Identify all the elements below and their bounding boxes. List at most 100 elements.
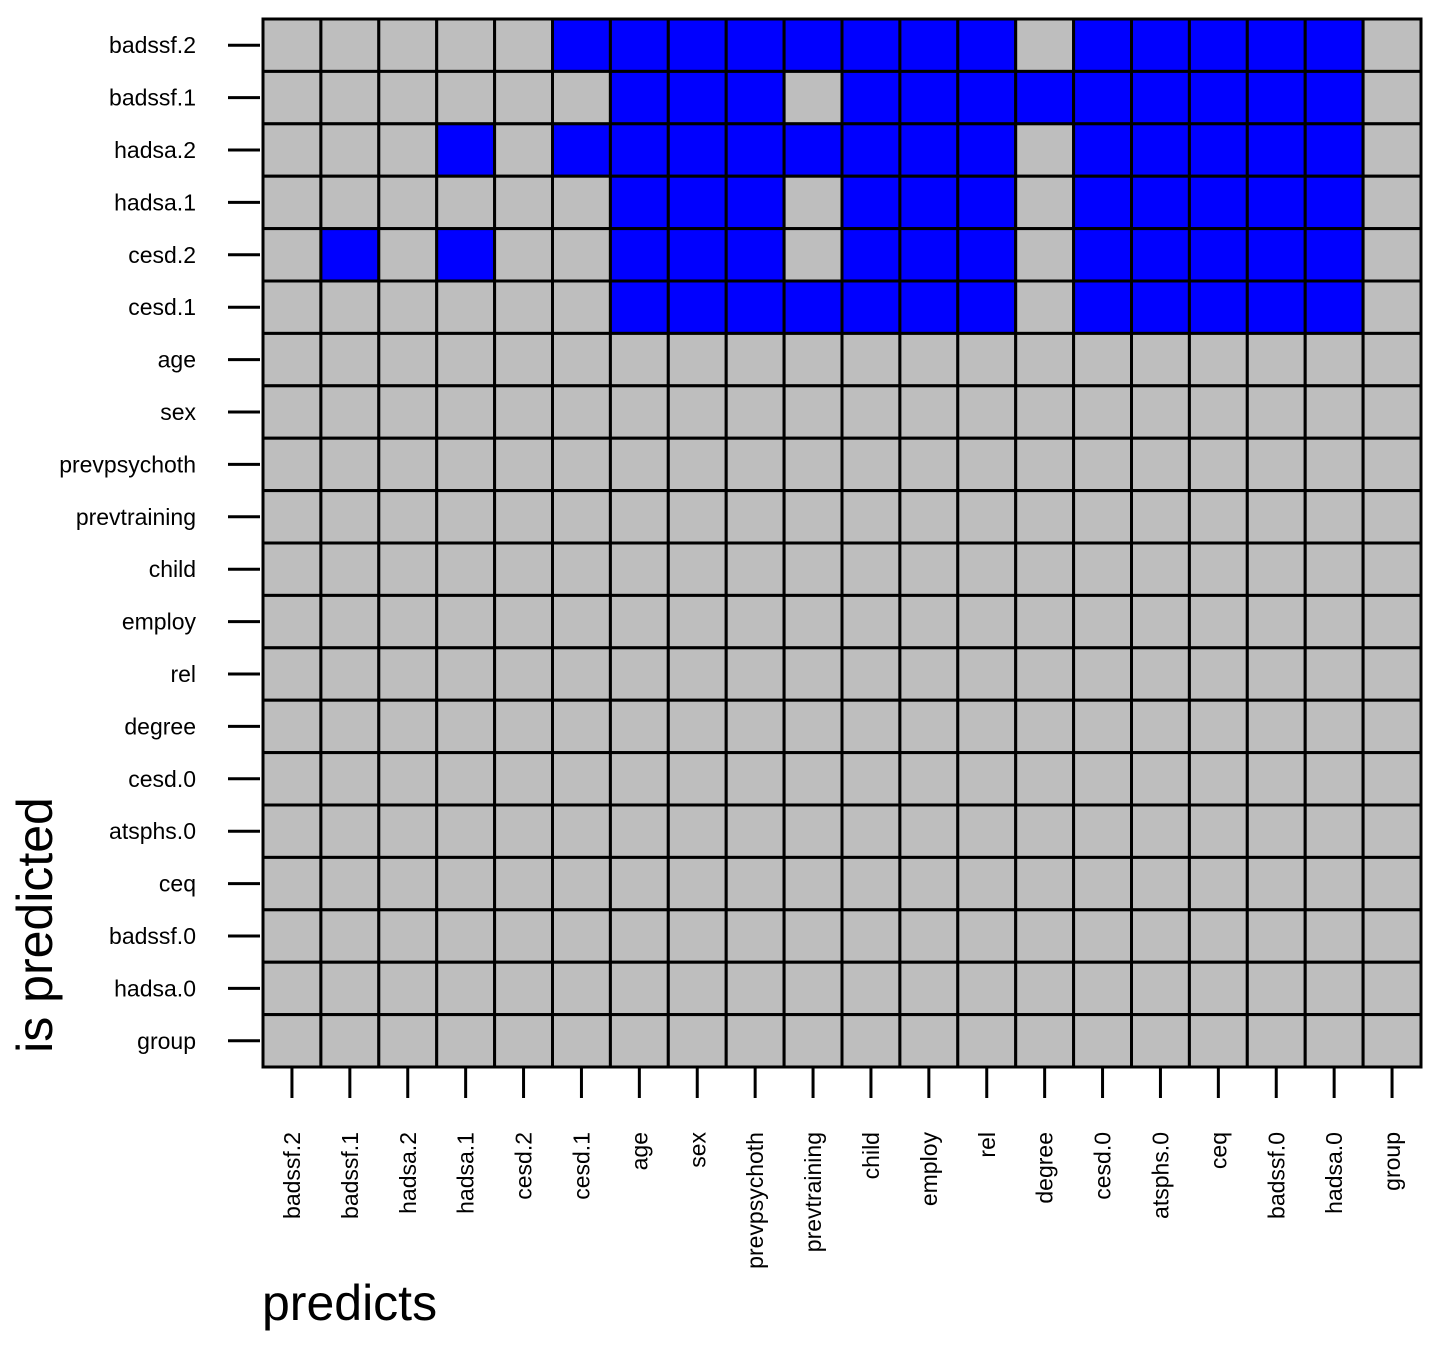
heatmap-cell-cesd.1-employ <box>898 279 960 335</box>
heatmap-cell-badssf.0-hadsa.2 <box>377 908 439 964</box>
heatmap-cell-badssf.1-cesd.0 <box>1072 69 1133 126</box>
heatmap-cell-cesd.2-badssf.1 <box>319 227 381 283</box>
heatmap-cell-badssf.2-ceq <box>1187 17 1249 73</box>
heatmap-cell-hadsa.1-badssf.2 <box>261 174 323 231</box>
heatmap-cell-badssf.1-age <box>608 69 670 126</box>
heatmap-cell-atsphs.0-age <box>608 803 670 859</box>
heatmap-cell-hadsa.2-cesd.1 <box>551 122 612 178</box>
heatmap-cell-age-group <box>1361 331 1423 388</box>
heatmap-cell-degree-ceq <box>1187 698 1249 755</box>
heatmap-cell-rel-child <box>840 646 902 702</box>
heatmap-cell-cesd.0-ceq <box>1187 751 1249 807</box>
heatmap-cell-atsphs.0-employ <box>898 803 960 859</box>
y-tick-label-prevtraining: prevtraining <box>76 504 196 530</box>
heatmap-cell-degree-cesd.2 <box>493 698 555 755</box>
heatmap-cell-sex-degree <box>1014 384 1076 440</box>
heatmap-cell-ceq-prevtraining <box>782 855 844 912</box>
heatmap-cell-prevpsychoth-cesd.0 <box>1072 436 1133 493</box>
heatmap-cell-employ-cesd.0 <box>1072 593 1133 650</box>
heatmap-cell-hadsa.1-child <box>840 174 902 231</box>
heatmap-cell-hadsa.2-prevpsychoth <box>724 122 786 178</box>
heatmap-cell-degree-prevtraining <box>782 698 844 755</box>
heatmap-cell-ceq-hadsa.0 <box>1303 855 1365 912</box>
heatmap-cell-hadsa.0-employ <box>898 960 960 1017</box>
heatmap-cell-cesd.0-atsphs.0 <box>1130 751 1191 807</box>
heatmap-cell-cesd.1-prevpsychoth <box>724 279 786 335</box>
heatmap-cell-employ-cesd.2 <box>493 593 555 650</box>
heatmap-cell-hadsa.1-cesd.0 <box>1072 174 1133 231</box>
heatmap-cell-prevpsychoth-badssf.0 <box>1245 436 1307 493</box>
heatmap-cell-employ-atsphs.0 <box>1130 593 1191 650</box>
heatmap-cell-rel-badssf.0 <box>1245 646 1307 702</box>
heatmap-cell-rel-cesd.2 <box>493 646 555 702</box>
heatmap-cell-rel-badssf.2 <box>261 646 323 702</box>
heatmap-cell-child-employ <box>898 541 960 597</box>
heatmap-cell-ceq-degree <box>1014 855 1076 912</box>
x-axis-title: predicts <box>262 1275 437 1331</box>
heatmap-cell-group-prevpsychoth <box>724 1013 786 1069</box>
heatmap-cell-badssf.2-prevtraining <box>782 17 844 73</box>
heatmap-cell-employ-group <box>1361 593 1423 650</box>
heatmap-cell-age-badssf.1 <box>319 331 381 388</box>
heatmap-cell-prevtraining-cesd.2 <box>493 489 555 545</box>
heatmap-cell-employ-badssf.2 <box>261 593 323 650</box>
heatmap-cell-badssf.1-rel <box>956 69 1018 126</box>
heatmap-cell-cesd.0-degree <box>1014 751 1076 807</box>
heatmap-cell-degree-degree <box>1014 698 1076 755</box>
heatmap-cell-badssf.0-employ <box>898 908 960 964</box>
heatmap-cell-age-hadsa.2 <box>377 331 439 388</box>
heatmap-cell-hadsa.0-child <box>840 960 902 1017</box>
heatmap-cell-degree-badssf.0 <box>1245 698 1307 755</box>
heatmap-cell-employ-badssf.1 <box>319 593 381 650</box>
heatmap-cell-atsphs.0-hadsa.2 <box>377 803 439 859</box>
heatmap-cell-cesd.2-cesd.2 <box>493 227 555 283</box>
heatmap-cell-degree-cesd.1 <box>551 698 612 755</box>
heatmap-cell-rel-badssf.1 <box>319 646 381 702</box>
heatmap-cell-employ-badssf.0 <box>1245 593 1307 650</box>
heatmap-cell-badssf.2-child <box>840 17 902 73</box>
heatmap-cell-age-badssf.0 <box>1245 331 1307 388</box>
heatmap-cell-hadsa.2-hadsa.2 <box>377 122 439 178</box>
heatmap-cell-cesd.1-degree <box>1014 279 1076 335</box>
heatmap-cell-cesd.1-rel <box>956 279 1018 335</box>
heatmap-cell-atsphs.0-prevtraining <box>782 803 844 859</box>
heatmap-cell-prevpsychoth-cesd.2 <box>493 436 555 493</box>
heatmap-cell-cesd.2-badssf.0 <box>1245 227 1307 283</box>
heatmap-cell-sex-ceq <box>1187 384 1249 440</box>
heatmap-cell-child-degree <box>1014 541 1076 597</box>
heatmap-cell-badssf.0-group <box>1361 908 1423 964</box>
heatmap-cell-badssf.1-degree <box>1014 69 1076 126</box>
heatmap-cell-prevpsychoth-atsphs.0 <box>1130 436 1191 493</box>
heatmap-cell-ceq-age <box>608 855 670 912</box>
heatmap-cell-hadsa.1-atsphs.0 <box>1130 174 1191 231</box>
heatmap-cell-rel-rel <box>956 646 1018 702</box>
heatmap-cell-badssf.2-sex <box>666 17 728 73</box>
heatmap-cell-badssf.0-hadsa.1 <box>435 908 497 964</box>
heatmap-cell-cesd.2-atsphs.0 <box>1130 227 1191 283</box>
heatmap-cell-ceq-group <box>1361 855 1423 912</box>
heatmap-cell-rel-ceq <box>1187 646 1249 702</box>
heatmap-cell-hadsa.2-badssf.1 <box>319 122 381 178</box>
heatmap-cell-hadsa.2-ceq <box>1187 122 1249 178</box>
heatmap-cell-cesd.2-rel <box>956 227 1018 283</box>
heatmap-cell-cesd.1-badssf.2 <box>261 279 323 335</box>
heatmap-cell-group-atsphs.0 <box>1130 1013 1191 1069</box>
heatmap-cell-sex-cesd.0 <box>1072 384 1133 440</box>
heatmap-cell-badssf.0-badssf.0 <box>1245 908 1307 964</box>
heatmap-cell-sex-atsphs.0 <box>1130 384 1191 440</box>
heatmap-cell-age-prevtraining <box>782 331 844 388</box>
heatmap-cell-ceq-rel <box>956 855 1018 912</box>
heatmap-cell-badssf.2-hadsa.0 <box>1303 17 1365 73</box>
y-tick-label-badssf.0: badssf.0 <box>109 923 196 949</box>
heatmap-cell-ceq-employ <box>898 855 960 912</box>
heatmap-cell-degree-cesd.0 <box>1072 698 1133 755</box>
heatmap-cell-atsphs.0-atsphs.0 <box>1130 803 1191 859</box>
heatmap-cell-prevpsychoth-hadsa.2 <box>377 436 439 493</box>
heatmap-cell-hadsa.2-badssf.0 <box>1245 122 1307 178</box>
heatmap-cell-child-hadsa.2 <box>377 541 439 597</box>
heatmap-cell-badssf.2-age <box>608 17 670 73</box>
heatmap-cell-cesd.1-cesd.1 <box>551 279 612 335</box>
heatmap-cell-employ-sex <box>666 593 728 650</box>
heatmap-cell-prevtraining-cesd.0 <box>1072 489 1133 545</box>
heatmap-cell-child-child <box>840 541 902 597</box>
